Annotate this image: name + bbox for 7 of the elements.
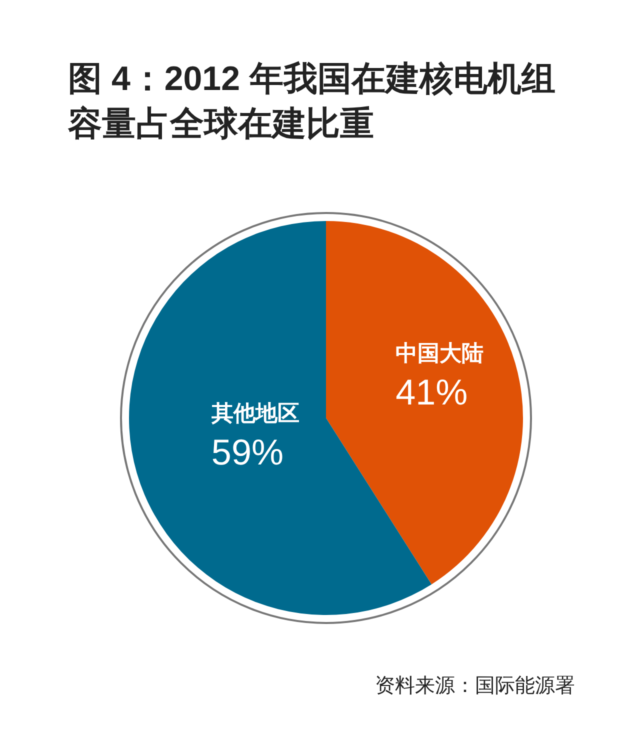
- data-label: 59%: [211, 431, 284, 472]
- slice-label: 中国大陆: [396, 340, 484, 366]
- data-label: 41%: [396, 372, 468, 413]
- pie-slice: [326, 221, 523, 584]
- slice-label: 其他地区: [210, 400, 300, 426]
- text: 资料来源：国际能源署: [375, 675, 575, 697]
- chart-title: 图 4：2012 年我国在建核电机组容量占全球在建比重: [67, 60, 556, 143]
